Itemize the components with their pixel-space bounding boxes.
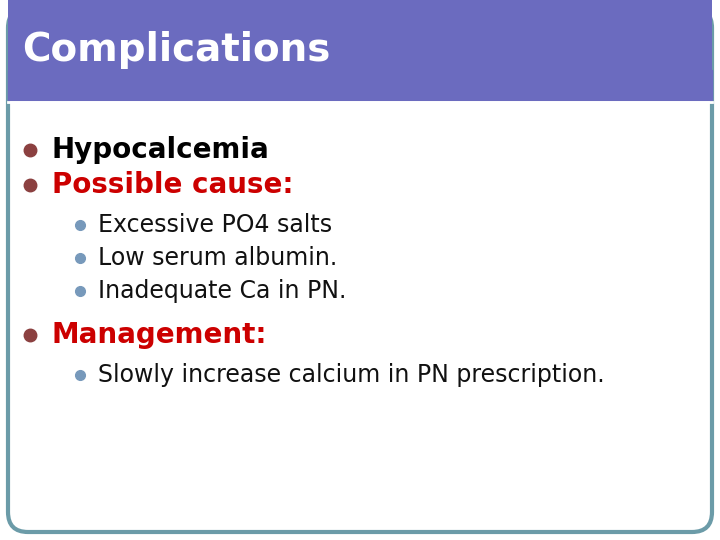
Text: Inadequate Ca in PN.: Inadequate Ca in PN.	[98, 279, 346, 303]
Text: Excessive PO4 salts: Excessive PO4 salts	[98, 213, 332, 237]
Text: Complications: Complications	[22, 31, 330, 69]
Text: Possible cause:: Possible cause:	[52, 171, 294, 199]
Text: Hypocalcemia: Hypocalcemia	[52, 136, 270, 164]
Text: Slowly increase calcium in PN prescription.: Slowly increase calcium in PN prescripti…	[98, 363, 605, 387]
Text: Low serum albumin.: Low serum albumin.	[98, 246, 337, 270]
Text: Management:: Management:	[52, 321, 268, 349]
Bar	[8, 70, 712, 100]
FancyBboxPatch shape	[8, 8, 712, 532]
FancyBboxPatch shape	[8, 0, 712, 100]
